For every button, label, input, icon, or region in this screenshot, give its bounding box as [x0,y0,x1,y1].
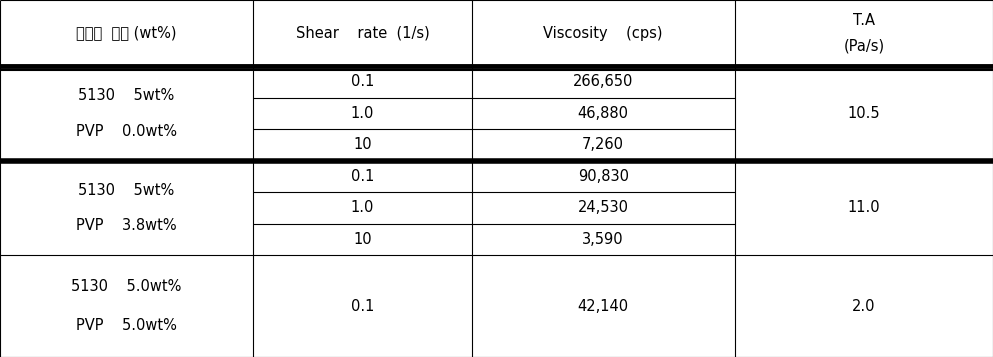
Text: 0.1: 0.1 [351,169,374,184]
Text: (Pa/s): (Pa/s) [843,38,885,53]
Text: 24,530: 24,530 [578,200,629,216]
Text: 0.1: 0.1 [351,74,374,89]
Text: 5130    5.0wt%: 5130 5.0wt% [71,279,182,294]
Text: 0.1: 0.1 [351,298,374,314]
Text: 10.5: 10.5 [848,106,880,121]
Text: 7,260: 7,260 [582,137,625,152]
Text: Viscosity    (cps): Viscosity (cps) [543,25,663,41]
Text: 5130    5wt%: 5130 5wt% [78,88,175,103]
Text: PVP    0.0wt%: PVP 0.0wt% [76,124,177,139]
Text: 46,880: 46,880 [578,106,629,121]
Text: 2.0: 2.0 [852,298,876,314]
Text: 바인더  함량 (wt%): 바인더 함량 (wt%) [76,25,177,41]
Text: PVP    5.0wt%: PVP 5.0wt% [76,318,177,333]
Text: 1.0: 1.0 [351,106,374,121]
Text: Shear    rate  (1/s): Shear rate (1/s) [296,25,429,41]
Text: 10: 10 [354,137,371,152]
Text: 11.0: 11.0 [848,200,880,216]
Text: 42,140: 42,140 [578,298,629,314]
Text: PVP    3.8wt%: PVP 3.8wt% [76,218,177,233]
Text: 90,830: 90,830 [578,169,629,184]
Text: 1.0: 1.0 [351,200,374,216]
Text: 3,590: 3,590 [583,232,624,247]
Text: T.A: T.A [853,13,875,28]
Text: 5130    5wt%: 5130 5wt% [78,182,175,198]
Text: 266,650: 266,650 [573,74,634,89]
Text: 10: 10 [354,232,371,247]
